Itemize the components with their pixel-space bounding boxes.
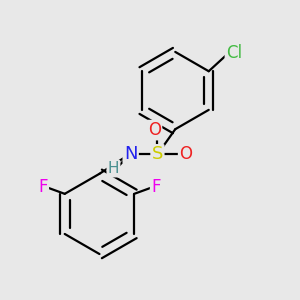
Text: F: F bbox=[151, 178, 161, 196]
Text: Cl: Cl bbox=[226, 44, 242, 62]
Text: H: H bbox=[108, 161, 119, 176]
Text: O: O bbox=[179, 145, 192, 163]
Text: S: S bbox=[152, 146, 163, 164]
Text: O: O bbox=[148, 121, 161, 139]
Text: F: F bbox=[38, 178, 48, 196]
Text: N: N bbox=[124, 145, 137, 163]
